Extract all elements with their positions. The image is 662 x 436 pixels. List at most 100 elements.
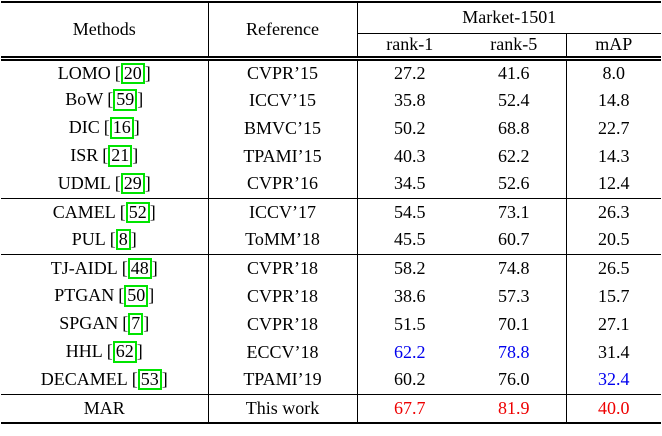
map-cell: 27.1: [598, 313, 630, 334]
citation-link[interactable]: 21: [108, 145, 133, 167]
bracket-close: ]: [130, 229, 137, 250]
method-name: CAMEL: [52, 201, 116, 222]
map-cell: 20.5: [598, 229, 630, 250]
table-row-tjaidl: TJ-AIDL[48] CVPR’18 58.2 74.8 26.5: [1, 253, 662, 282]
bracket-open: [: [122, 313, 129, 334]
rank1-cell: 51.5: [394, 313, 426, 334]
rank1-cell-second-best: 62.2: [394, 341, 426, 362]
map-cell: 8.0: [602, 62, 626, 83]
table-row-mar: MAR This work 67.7 81.9 40.0: [1, 393, 662, 424]
reference-cell: CVPR’16: [208, 170, 358, 198]
rank1-cell: 54.5: [357, 197, 462, 226]
bracket-open: [: [131, 369, 138, 390]
table-header: Methods Reference Market-1501 rank-1 ran…: [1, 1, 662, 61]
map-cell: 12.4: [598, 173, 630, 194]
method-name: LOMO: [57, 62, 111, 83]
map-cell: 14.3: [598, 145, 630, 166]
rank5-cell: 62.2: [462, 142, 567, 170]
rank1-cell-best: 67.7: [357, 393, 462, 424]
col-header-dataset: Market-1501: [357, 1, 662, 34]
map-cell: 26.5: [566, 253, 662, 282]
table-row-udml: UDML[29] CVPR’16 34.5 52.6 12.4: [1, 170, 661, 198]
method-cell: PTGAN[50]: [1, 282, 209, 310]
method-name: PTGAN: [54, 285, 115, 306]
method-cell: PUL[8]: [1, 226, 209, 254]
rank5-cell: 70.1: [462, 310, 567, 338]
citation-link[interactable]: 59: [113, 89, 138, 111]
bracket-open: [: [106, 341, 113, 362]
bracket-close: ]: [148, 285, 155, 306]
bracket-close: ]: [143, 313, 150, 334]
bracket-open: [: [102, 145, 109, 166]
bracket-close: ]: [132, 145, 139, 166]
method-cell: BoW[59]: [1, 86, 209, 114]
table-row-camel: CAMEL[52] ICCV’17 54.5 73.1 26.3: [1, 197, 662, 226]
bracket-close: ]: [144, 62, 151, 83]
method-name: MAR: [83, 397, 125, 418]
rank1-cell: 34.5: [394, 173, 426, 194]
citation-link[interactable]: 53: [137, 369, 162, 391]
method-cell: ISR[21]: [1, 142, 209, 170]
table-row-bow: BoW[59] ICCV’15 35.8 52.4 14.8: [1, 86, 661, 114]
method-name: BoW: [65, 89, 104, 110]
citation-link[interactable]: 48: [127, 257, 152, 279]
citation-link[interactable]: 16: [109, 117, 134, 139]
col-header-rank1: rank-1: [357, 33, 462, 61]
method-cell: TJ-AIDL[48]: [1, 253, 209, 282]
citation-link[interactable]: 8: [115, 229, 131, 251]
rank1-cell: 35.8: [394, 89, 426, 110]
reference-cell: CVPR’18: [208, 282, 358, 310]
table-body: LOMO[20] CVPR’15 27.2 41.6 8.0 BoW[59] I…: [1, 58, 662, 424]
rank1-cell: 27.2: [394, 62, 426, 83]
table-row-dic: DIC[16] BMVC’15 50.2 68.8 22.7: [1, 114, 661, 142]
reference-cell: ICCV’17: [208, 197, 358, 226]
citation-link[interactable]: 20: [120, 62, 145, 84]
bracket-close: ]: [149, 201, 156, 222]
map-cell: 14.8: [598, 89, 630, 110]
map-cell-best: 40.0: [566, 393, 662, 424]
citation-link[interactable]: 7: [128, 313, 144, 335]
rank5-cell-best: 81.9: [462, 393, 567, 424]
citation-link[interactable]: 50: [124, 285, 149, 307]
bracket-close: ]: [161, 369, 168, 390]
bracket-open: [: [109, 229, 116, 250]
citation-link[interactable]: 52: [125, 201, 150, 223]
rank1-cell: 58.2: [357, 253, 462, 282]
bracket-close: ]: [133, 117, 140, 138]
rank1-cell: 45.5: [394, 229, 426, 250]
header-row-sub: rank-1 rank-5 mAP: [1, 33, 662, 61]
rank5-cell: 74.8: [462, 253, 567, 282]
bracket-close: ]: [144, 173, 151, 194]
rank5-cell: 76.0: [462, 366, 567, 394]
rank5-cell: 52.6: [462, 170, 567, 198]
reference-cell: BMVC’15: [208, 114, 358, 142]
map-cell: 31.4: [598, 341, 630, 362]
reference-cell: TPAMI’15: [208, 142, 358, 170]
table-row-decamel: DECAMEL[53] TPAMI’19 60.2 76.0 32.4: [1, 366, 661, 394]
bracket-open: [: [107, 89, 114, 110]
method-cell: UDML[29]: [1, 170, 209, 198]
header-row-top: Methods Reference Market-1501: [1, 1, 662, 61]
rank5-cell: 57.3: [462, 282, 567, 310]
table-row-ptgan: PTGAN[50] CVPR’18 38.6 57.3 15.7: [1, 282, 661, 310]
rank1-cell: 38.6: [394, 285, 426, 306]
reference-cell: CVPR’18: [208, 310, 358, 338]
rank5-cell: 52.4: [462, 86, 567, 114]
method-cell: SPGAN[7]: [1, 310, 209, 338]
bracket-open: [: [119, 201, 126, 222]
method-name: ISR: [70, 145, 99, 166]
reference-cell: CVPR’15: [208, 58, 358, 86]
method-name: UDML: [57, 173, 111, 194]
reference-cell: ICCV’15: [208, 86, 358, 114]
reference-cell: TPAMI’19: [208, 366, 358, 394]
results-table: Methods Reference Market-1501 rank-1 ran…: [1, 1, 662, 424]
map-cell: 22.7: [598, 117, 630, 138]
col-header-reference: Reference: [208, 1, 358, 61]
citation-link[interactable]: 62: [112, 341, 137, 363]
bracket-open: [: [114, 173, 121, 194]
citation-link[interactable]: 29: [120, 173, 145, 195]
col-header-map: mAP: [566, 33, 662, 61]
rank5-cell: 60.7: [462, 226, 567, 254]
method-name: TJ-AIDL: [50, 257, 118, 278]
